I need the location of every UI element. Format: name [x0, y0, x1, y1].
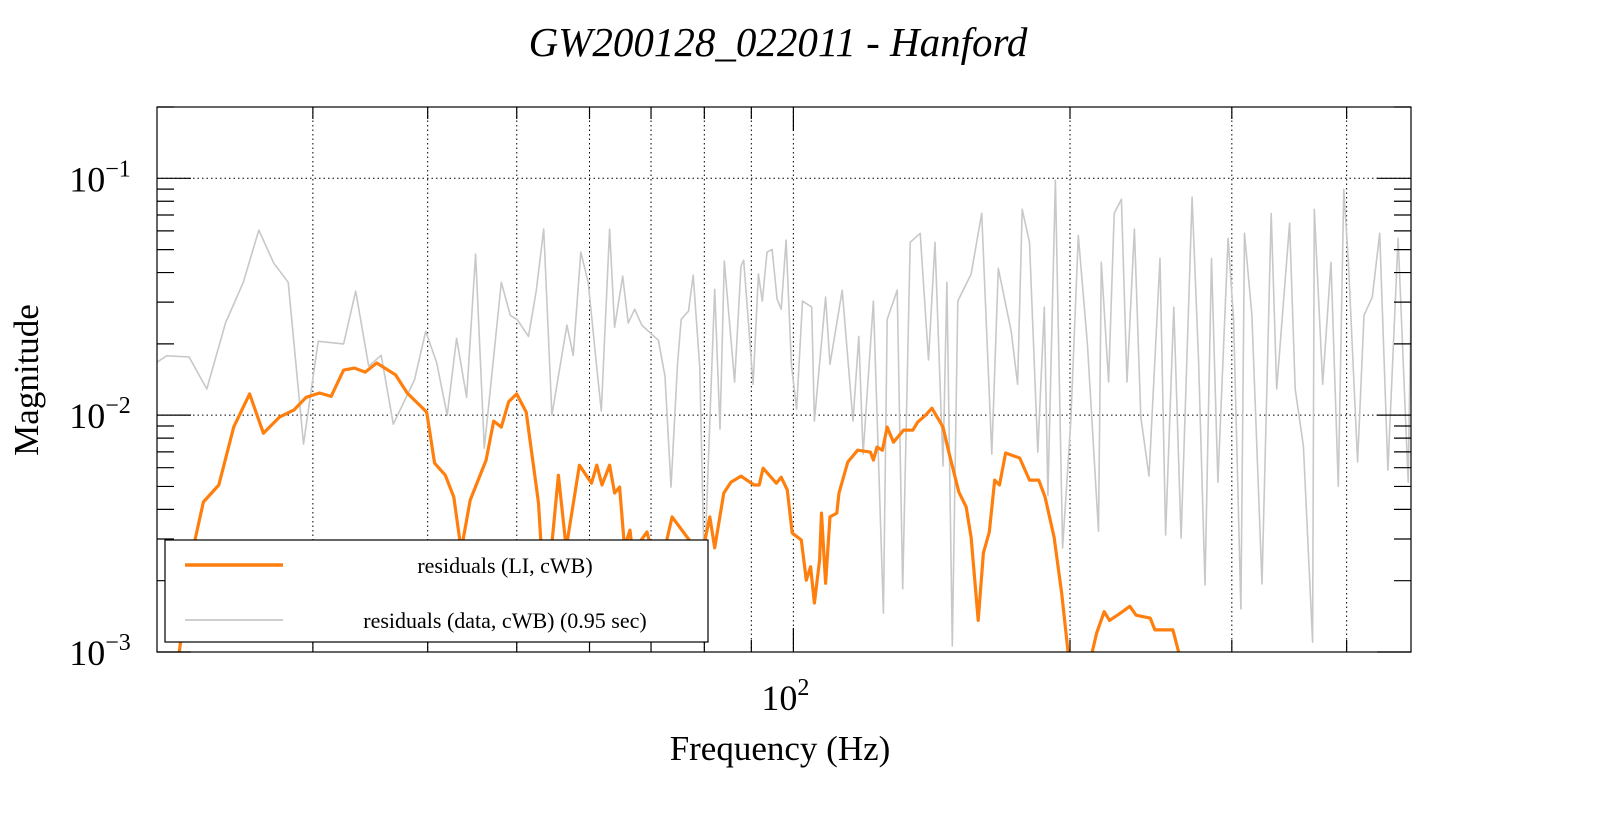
y-tick-label: 10−2 [69, 393, 131, 436]
series-line-li-residuals [1090, 604, 1181, 652]
y-tick-label: 10−3 [69, 630, 131, 673]
axis-ticks [157, 106, 1411, 653]
legend: residuals (LI, cWB) residuals (data, cWB… [164, 539, 709, 643]
y-tick-label: 10−1 [69, 156, 131, 199]
grid-lines [157, 107, 1411, 652]
y-axis-label: Magnitude [7, 304, 46, 456]
legend-label-li: residuals (LI, cWB) [417, 553, 592, 578]
tick-labels: 102 10−1 10−2 10−3 [69, 156, 809, 718]
chart-title: GW200128_022011 - Hanford [529, 19, 1028, 65]
series-layer [157, 179, 1411, 652]
legend-box [164, 539, 709, 643]
series-line-li-residuals [177, 361, 1070, 652]
plot-frame [156, 106, 1412, 653]
x-tick-label: 102 [761, 675, 809, 718]
series-line-data-residuals [157, 179, 1411, 647]
x-axis-label: Frequency (Hz) [670, 729, 891, 768]
legend-label-data: residuals (data, cWB) (0.95 sec) [363, 608, 646, 633]
